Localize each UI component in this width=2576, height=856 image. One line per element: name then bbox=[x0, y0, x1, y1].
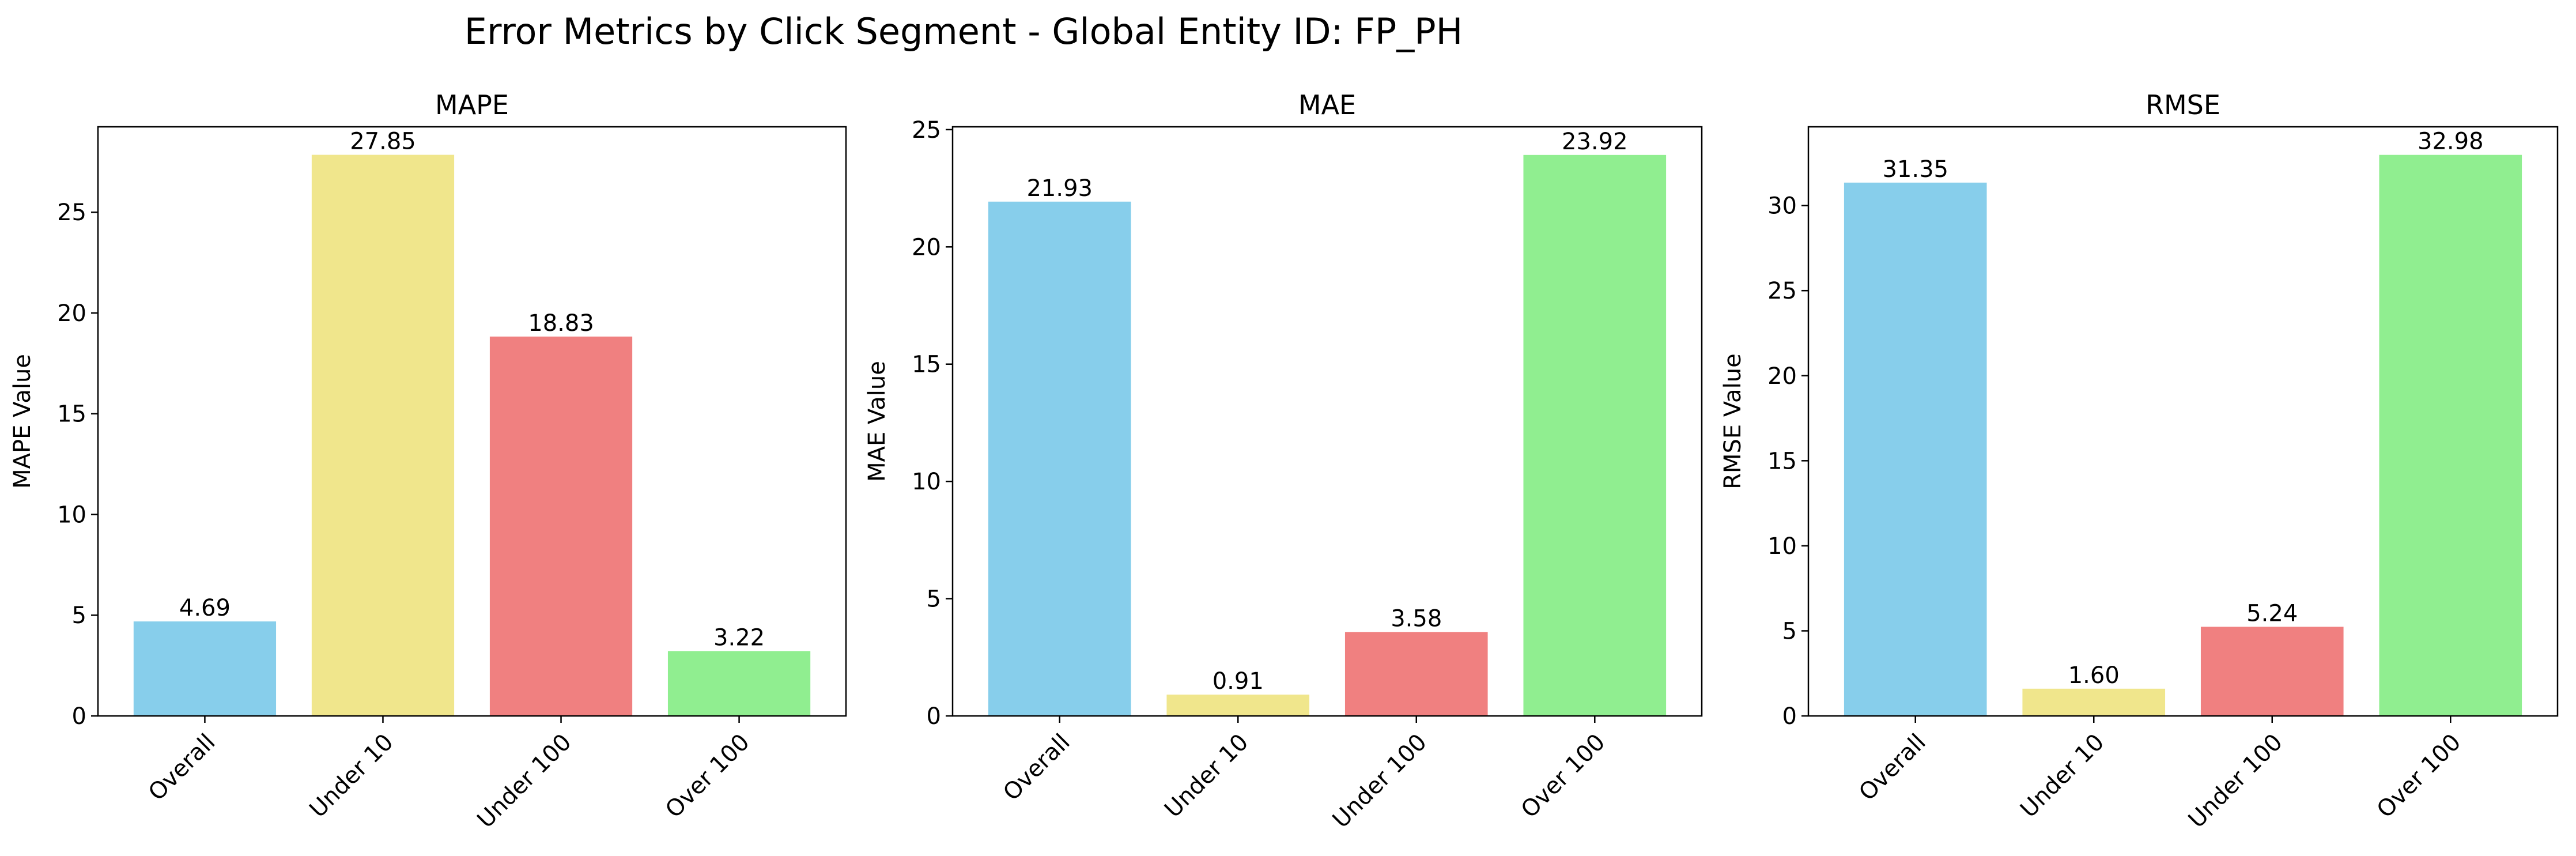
rmse-panel: RMSE RMSE Value 31.35 Overall 1.60 Under 10 5.… bbox=[1720, 89, 2559, 834]
mape-panel: MAPE MAPE Value 4.69 Overall 27.85 Under 10 18… bbox=[9, 89, 847, 834]
rmse-y-tick-label-2: 10 bbox=[1767, 533, 1797, 560]
mape-bar-0 bbox=[133, 621, 277, 716]
mape-y-axis-label: MAPE Value bbox=[9, 354, 36, 489]
rmse-bar-2 bbox=[2200, 627, 2344, 716]
mape-y-tick-label-2: 10 bbox=[57, 501, 86, 528]
rmse-axes-frame bbox=[1807, 126, 2559, 717]
rmse-y-tick-label-6: 30 bbox=[1767, 193, 1797, 220]
mape-value-label-0: 4.69 bbox=[179, 595, 231, 621]
mape-y-tick-label-5: 25 bbox=[57, 199, 86, 226]
mae-x-tick-label-2: Under 100 bbox=[1328, 729, 1432, 834]
mape-bar-3 bbox=[667, 651, 811, 716]
mape-title: MAPE bbox=[435, 89, 509, 120]
mape-bar-2 bbox=[489, 336, 633, 716]
mae-value-label-2: 3.58 bbox=[1391, 605, 1442, 632]
mae-y-tick-label-1: 5 bbox=[927, 586, 941, 613]
mae-value-label-0: 21.93 bbox=[1026, 175, 1093, 202]
rmse-bar-0 bbox=[1844, 182, 1987, 716]
rmse-value-label-0: 31.35 bbox=[1882, 156, 1948, 183]
mape-x-tick-label-1: Under 10 bbox=[304, 729, 398, 823]
mae-y-tick-label-0: 0 bbox=[927, 703, 941, 730]
mape-value-label-2: 18.83 bbox=[528, 310, 594, 337]
mae-y-tick-label-2: 10 bbox=[912, 469, 941, 495]
mape-x-tick-label-0: Overall bbox=[143, 729, 221, 806]
mae-panel: MAE MAE Value 21.93 Overall 0.91 Under 10 3.58… bbox=[864, 89, 1703, 834]
mae-x-tick-label-3: Over 100 bbox=[1516, 729, 1611, 824]
mae-y-tick-label-4: 20 bbox=[912, 234, 941, 261]
rmse-value-label-3: 32.98 bbox=[2418, 129, 2484, 155]
mape-y-tick-label-3: 15 bbox=[57, 401, 86, 428]
mape-y-tick-label-4: 20 bbox=[57, 300, 86, 327]
mae-bar-2 bbox=[1344, 632, 1488, 716]
mape-value-label-1: 27.85 bbox=[350, 129, 416, 155]
mae-y-axis-label: MAE Value bbox=[864, 361, 890, 482]
mae-axes-frame bbox=[951, 126, 1703, 717]
mape-x-tick-label-2: Under 100 bbox=[472, 729, 576, 834]
rmse-y-tick-label-1: 5 bbox=[1782, 618, 1797, 644]
rmse-x-tick-label-2: Under 100 bbox=[2184, 729, 2288, 834]
mae-x-tick-label-0: Overall bbox=[998, 729, 1075, 806]
mape-y-tick-label-0: 0 bbox=[72, 703, 86, 730]
rmse-x-tick-label-0: Overall bbox=[1854, 729, 1931, 806]
mape-bar-1 bbox=[311, 154, 455, 716]
mae-x-tick-label-1: Under 10 bbox=[1159, 729, 1253, 823]
rmse-x-tick-label-3: Over 100 bbox=[2372, 729, 2467, 824]
rmse-y-tick-label-4: 20 bbox=[1767, 363, 1797, 390]
mae-title: MAE bbox=[1298, 89, 1356, 120]
figure-title: Error Metrics by Click Segment - Global … bbox=[464, 10, 1463, 52]
mape-value-label-3: 3.22 bbox=[713, 624, 765, 651]
rmse-y-tick-label-5: 25 bbox=[1767, 278, 1797, 304]
rmse-y-axis-label: RMSE Value bbox=[1720, 353, 1746, 489]
mae-value-label-1: 0.91 bbox=[1213, 668, 1264, 695]
rmse-value-label-2: 5.24 bbox=[2246, 600, 2298, 627]
rmse-title: RMSE bbox=[2146, 89, 2220, 120]
rmse-value-label-1: 1.60 bbox=[2068, 662, 2120, 689]
rmse-y-tick-label-0: 0 bbox=[1782, 703, 1797, 730]
mae-bar-3 bbox=[1523, 154, 1667, 716]
mape-axes-frame bbox=[97, 126, 847, 717]
rmse-bar-3 bbox=[2379, 154, 2522, 716]
mae-y-tick-label-3: 15 bbox=[912, 352, 941, 378]
rmse-x-tick-label-1: Under 10 bbox=[2015, 729, 2109, 823]
mape-x-tick-label-3: Over 100 bbox=[660, 729, 755, 824]
mae-bar-1 bbox=[1166, 694, 1310, 716]
mae-y-tick-label-5: 25 bbox=[912, 117, 941, 144]
mae-bar-0 bbox=[988, 201, 1131, 716]
rmse-bar-1 bbox=[2022, 688, 2166, 716]
rmse-y-tick-label-3: 15 bbox=[1767, 448, 1797, 474]
mae-value-label-3: 23.92 bbox=[1562, 129, 1628, 155]
mape-y-tick-label-1: 5 bbox=[72, 602, 86, 629]
